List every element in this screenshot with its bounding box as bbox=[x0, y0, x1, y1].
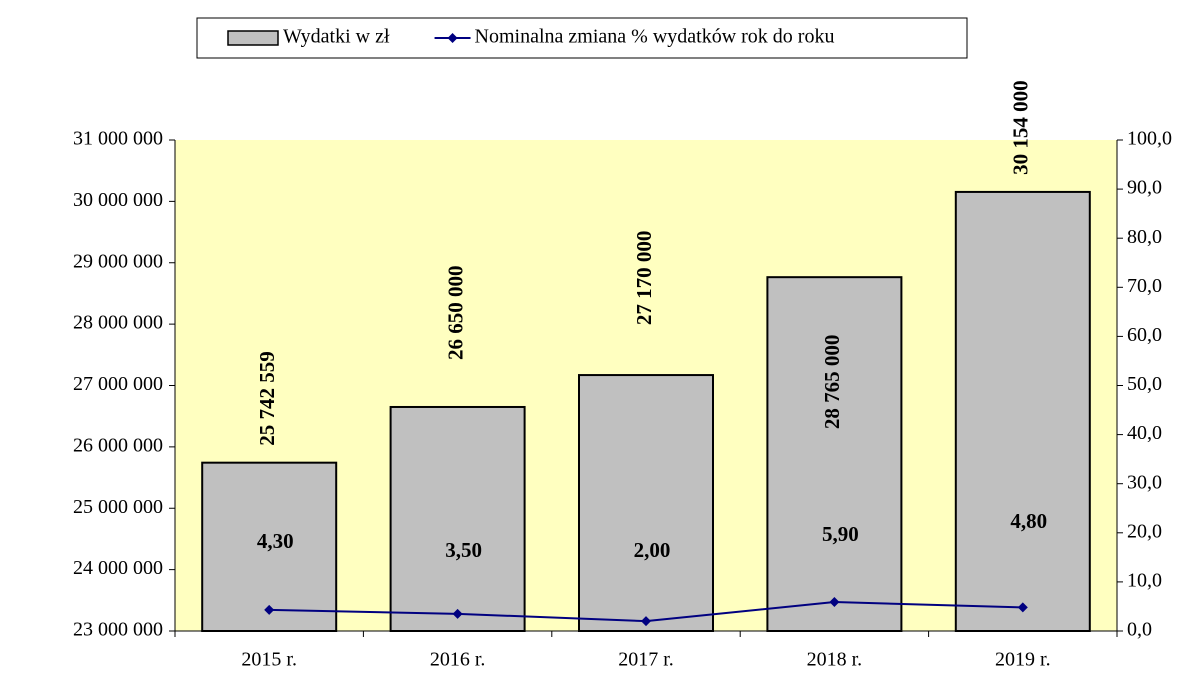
bar bbox=[766, 276, 903, 632]
y2-tick-label: 0,0 bbox=[1127, 619, 1152, 641]
y-tick-label: 27 000 000 bbox=[73, 373, 163, 395]
legend-label: Wydatki w zł bbox=[283, 26, 390, 48]
x-tick-label: 2018 r. bbox=[807, 649, 863, 671]
bar-value-label: 26 650 000 bbox=[443, 265, 467, 359]
line-marker bbox=[452, 608, 463, 619]
x-tick-label: 2017 r. bbox=[618, 649, 674, 671]
line-marker bbox=[1017, 602, 1028, 613]
line-value-label: 5,90 bbox=[822, 522, 859, 546]
y-tick-label: 24 000 000 bbox=[73, 557, 163, 579]
y-tick-label: 25 000 000 bbox=[73, 496, 163, 518]
legend-label: Nominalna zmiana % wydatków rok do roku bbox=[475, 26, 835, 48]
y2-tick-label: 70,0 bbox=[1127, 275, 1162, 297]
line-value-label: 2,00 bbox=[634, 538, 671, 562]
y2-tick-label: 100,0 bbox=[1127, 128, 1172, 150]
y2-tick-label: 90,0 bbox=[1127, 177, 1162, 199]
bar bbox=[201, 461, 338, 632]
x-tick-label: 2016 r. bbox=[430, 649, 486, 671]
bar bbox=[578, 374, 714, 632]
y2-tick-label: 30,0 bbox=[1127, 471, 1162, 493]
y2-tick-label: 60,0 bbox=[1127, 324, 1162, 346]
y-tick-label: 23 000 000 bbox=[73, 619, 163, 641]
bar bbox=[389, 405, 526, 633]
y-tick-label: 31 000 000 bbox=[73, 128, 163, 150]
legend-swatch bbox=[227, 30, 279, 46]
y2-tick-label: 40,0 bbox=[1127, 422, 1162, 444]
bar-value-label: 30 154 000 bbox=[1009, 80, 1033, 175]
line-value-label: 4,30 bbox=[257, 529, 294, 553]
bar-value-label: 25 742 559 bbox=[255, 351, 279, 446]
bar bbox=[954, 190, 1091, 632]
y-tick-label: 30 000 000 bbox=[73, 189, 163, 211]
legend-swatch-marker bbox=[447, 33, 458, 43]
y-tick-label: 28 000 000 bbox=[73, 312, 163, 334]
line-marker bbox=[641, 616, 651, 627]
legend-box bbox=[196, 17, 968, 59]
line-marker bbox=[829, 597, 840, 608]
bar-value-label: 28 765 000 bbox=[820, 335, 844, 430]
y-tick-label: 26 000 000 bbox=[73, 434, 163, 456]
y2-tick-label: 20,0 bbox=[1127, 520, 1162, 542]
y2-tick-label: 80,0 bbox=[1127, 226, 1162, 248]
y2-tick-label: 50,0 bbox=[1127, 373, 1162, 395]
line-marker bbox=[264, 604, 275, 615]
bar-value-label: 27 170 000 bbox=[632, 231, 656, 326]
y-tick-label: 29 000 000 bbox=[73, 250, 163, 272]
y2-tick-label: 10,0 bbox=[1127, 569, 1162, 591]
line-value-label: 3,50 bbox=[445, 538, 482, 562]
line-value-label: 4,80 bbox=[1010, 509, 1047, 533]
x-tick-label: 2015 r. bbox=[241, 649, 297, 671]
x-tick-label: 2019 r. bbox=[995, 649, 1051, 671]
